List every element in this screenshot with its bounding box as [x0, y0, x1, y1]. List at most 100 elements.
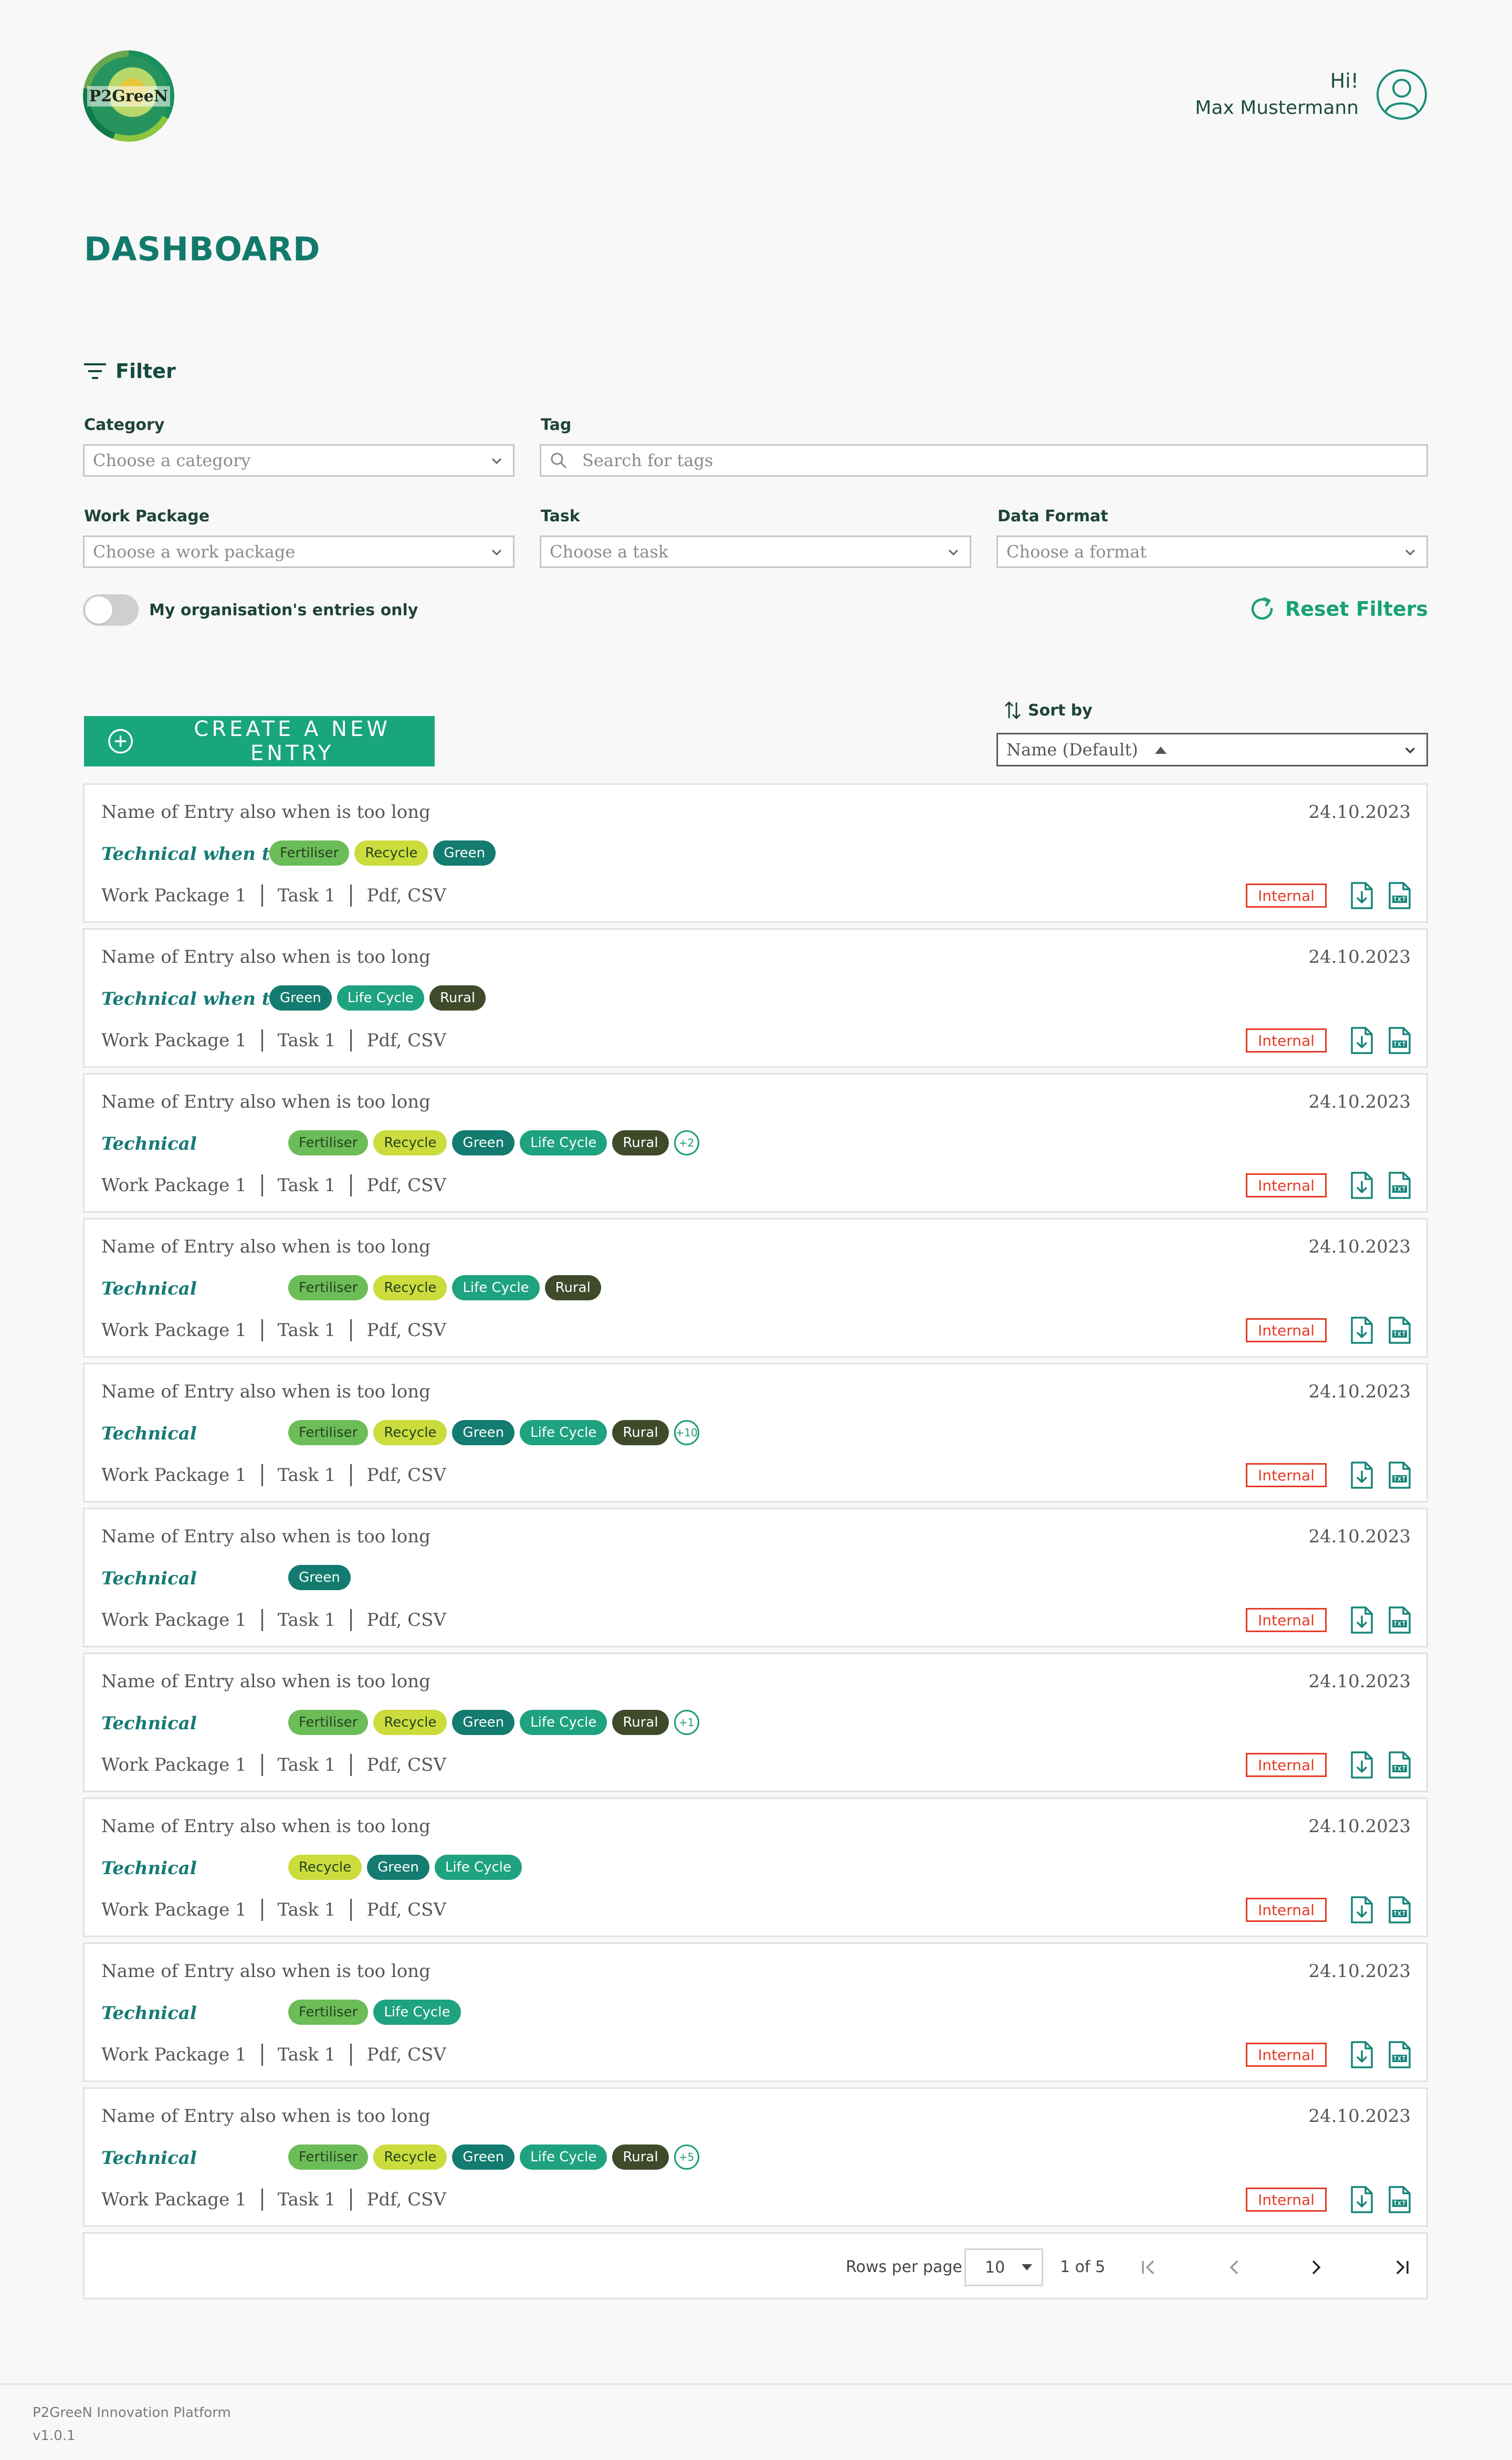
tag-chip[interactable]: Fertiliser [288, 1275, 369, 1300]
download-file-icon[interactable] [1350, 1026, 1374, 1055]
more-tags-badge[interactable]: +2 [674, 1130, 699, 1155]
more-tags-badge[interactable]: +1 [674, 1710, 699, 1735]
entry-card[interactable]: Name of Entry also when is too long 24.1… [83, 1218, 1428, 1358]
data-format-select[interactable]: Choose a format [996, 535, 1428, 568]
tag-chip[interactable]: Fertiliser [269, 840, 350, 866]
tag-chip[interactable]: Rural [612, 1420, 669, 1445]
organisation-toggle[interactable] [83, 594, 139, 626]
tag-chip[interactable]: Rural [544, 1275, 601, 1300]
tag-chip[interactable]: Green [433, 840, 496, 866]
tag-chip[interactable]: Green [452, 1130, 515, 1155]
visibility-badge: Internal [1246, 1318, 1327, 1342]
txt-file-icon[interactable] [1388, 2041, 1412, 2069]
tag-chip[interactable]: Green [269, 985, 332, 1011]
tag-chip[interactable]: Recycle [373, 2144, 447, 2170]
task-select[interactable]: Choose a task [540, 535, 971, 568]
download-file-icon[interactable] [1350, 1171, 1374, 1200]
tag-chip[interactable]: Rural [612, 2144, 669, 2170]
tag-chip[interactable]: Recycle [373, 1130, 447, 1155]
tag-chip[interactable]: Life Cycle [520, 1710, 607, 1735]
txt-file-icon[interactable] [1388, 1026, 1412, 1055]
more-tags-badge[interactable]: +10 [674, 1420, 699, 1445]
tag-chip[interactable]: Rural [429, 985, 486, 1011]
entry-card[interactable]: Name of Entry also when is too long 24.1… [83, 1942, 1428, 2082]
tag-chip[interactable]: Green [452, 1420, 515, 1445]
tag-chip[interactable]: Recycle [288, 1855, 362, 1880]
tag-chip[interactable]: Fertiliser [288, 2144, 369, 2170]
entry-title: Name of Entry also when is too long [101, 1381, 430, 1402]
tag-chip[interactable]: Green [288, 1565, 351, 1590]
more-tags-badge[interactable]: +5 [674, 2144, 699, 2170]
txt-file-icon[interactable] [1388, 1461, 1412, 1489]
user-menu[interactable]: Hi! Max Mustermann [1195, 67, 1428, 122]
download-file-icon[interactable] [1350, 2041, 1374, 2069]
entry-formats: Pdf, CSV [366, 2044, 446, 2065]
download-file-icon[interactable] [1350, 1896, 1374, 1924]
first-page-icon[interactable] [1137, 2255, 1162, 2280]
previous-page-icon[interactable] [1222, 2255, 1247, 2280]
txt-file-icon[interactable] [1388, 2185, 1412, 2214]
greeting-text: Hi! [1330, 69, 1359, 92]
entry-card[interactable]: Name of Entry also when is too long 24.1… [83, 2087, 1428, 2227]
download-file-icon[interactable] [1350, 1751, 1374, 1779]
category-select[interactable]: Choose a category [83, 444, 514, 477]
tag-chip[interactable]: Life Cycle [337, 985, 424, 1011]
txt-file-icon[interactable] [1388, 1896, 1412, 1924]
download-file-icon[interactable] [1350, 1316, 1374, 1344]
tag-chip[interactable]: Recycle [354, 840, 428, 866]
txt-file-icon[interactable] [1388, 1606, 1412, 1634]
tag-chip[interactable]: Fertiliser [288, 1130, 369, 1155]
entry-formats: Pdf, CSV [366, 1030, 446, 1051]
tag-chip[interactable]: Fertiliser [288, 2000, 369, 2025]
entry-work-package: Work Package 1 [101, 1610, 247, 1631]
entry-card[interactable]: Name of Entry also when is too long 24.1… [83, 1797, 1428, 1937]
user-avatar-icon[interactable] [1376, 68, 1428, 121]
entry-card[interactable]: Name of Entry also when is too long 24.1… [83, 1653, 1428, 1792]
entry-card[interactable]: Name of Entry also when is too long 24.1… [83, 1073, 1428, 1213]
rows-per-page-select[interactable]: 10 [964, 2248, 1043, 2286]
tag-chip[interactable]: Life Cycle [373, 2000, 461, 2025]
txt-file-icon[interactable] [1388, 1171, 1412, 1200]
create-entry-button[interactable]: CREATE A NEW ENTRY [84, 716, 435, 766]
txt-file-icon[interactable] [1388, 881, 1412, 910]
txt-file-icon[interactable] [1388, 1316, 1412, 1344]
tag-chip[interactable]: Rural [612, 1130, 669, 1155]
tag-chip[interactable]: Green [452, 1710, 515, 1735]
visibility-badge: Internal [1246, 884, 1327, 908]
tag-chip[interactable]: Life Cycle [520, 2144, 607, 2170]
entry-formats: Pdf, CSV [366, 1175, 446, 1196]
tag-chip[interactable]: Fertiliser [288, 1420, 369, 1445]
download-file-icon[interactable] [1350, 881, 1374, 910]
sort-select[interactable]: Name (Default) [996, 733, 1428, 766]
next-page-icon[interactable] [1304, 2255, 1329, 2280]
download-file-icon[interactable] [1350, 2185, 1374, 2214]
entry-card[interactable]: Name of Entry also when is too long 24.1… [83, 783, 1428, 923]
tag-chip[interactable]: Life Cycle [520, 1130, 607, 1155]
tag-chip[interactable]: Life Cycle [452, 1275, 540, 1300]
reset-filters-button[interactable]: Reset Filters [1248, 595, 1428, 623]
entry-work-package: Work Package 1 [101, 2044, 247, 2065]
download-file-icon[interactable] [1350, 1606, 1374, 1634]
logo[interactable]: P2GreeN [83, 50, 174, 142]
tag-chip[interactable]: Green [367, 1855, 429, 1880]
tag-search-input[interactable]: Search for tags [540, 444, 1428, 477]
tag-chip[interactable]: Green [452, 2144, 515, 2170]
download-file-icon[interactable] [1350, 1461, 1374, 1489]
entry-card[interactable]: Name of Entry also when is too long 24.1… [83, 1363, 1428, 1502]
tag-chip[interactable]: Recycle [373, 1275, 447, 1300]
tag-chip[interactable]: Recycle [373, 1710, 447, 1735]
meta-divider [350, 1174, 352, 1196]
tag-chip[interactable]: Fertiliser [288, 1710, 369, 1735]
entry-title: Name of Entry also when is too long [101, 1961, 430, 1982]
rows-per-page-label: Rows per page [846, 2258, 962, 2276]
entry-category: Technical [101, 1423, 197, 1444]
work-package-select[interactable]: Choose a work package [83, 535, 514, 568]
last-page-icon[interactable] [1389, 2255, 1414, 2280]
tag-chip[interactable]: Life Cycle [520, 1420, 607, 1445]
tag-chip[interactable]: Life Cycle [434, 1855, 522, 1880]
entry-card[interactable]: Name of Entry also when is too long 24.1… [83, 928, 1428, 1068]
tag-chip[interactable]: Rural [612, 1710, 669, 1735]
entry-card[interactable]: Name of Entry also when is too long 24.1… [83, 1508, 1428, 1647]
tag-chip[interactable]: Recycle [373, 1420, 447, 1445]
txt-file-icon[interactable] [1388, 1751, 1412, 1779]
